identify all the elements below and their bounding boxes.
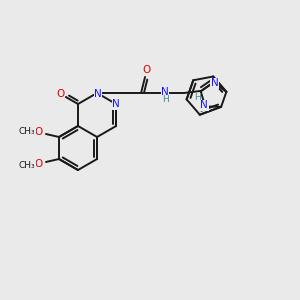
Text: N: N: [200, 100, 208, 110]
Text: O: O: [57, 89, 65, 99]
Text: O: O: [35, 159, 43, 169]
Text: H: H: [194, 93, 201, 102]
Text: CH₃: CH₃: [19, 160, 35, 169]
Text: O: O: [142, 65, 150, 75]
Text: N: N: [94, 89, 102, 99]
Text: CH₃: CH₃: [19, 127, 35, 136]
Text: N: N: [161, 87, 169, 97]
Text: O: O: [35, 127, 43, 137]
Text: N: N: [112, 99, 120, 109]
Text: H: H: [162, 95, 168, 104]
Text: N: N: [211, 78, 219, 88]
